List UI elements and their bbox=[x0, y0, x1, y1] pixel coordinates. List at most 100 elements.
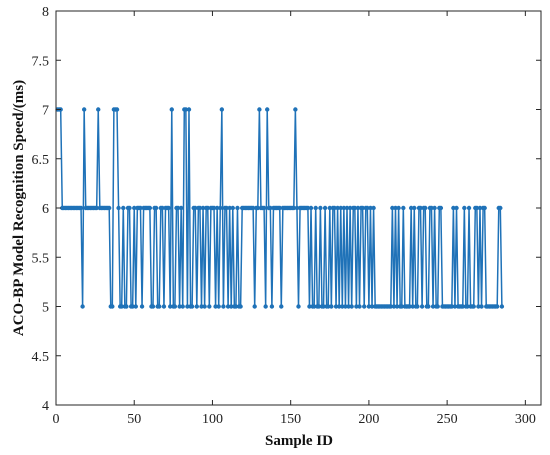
data-point bbox=[318, 205, 323, 211]
data-point bbox=[435, 304, 440, 309]
data-point bbox=[346, 304, 351, 309]
data-point bbox=[250, 205, 256, 211]
data-point bbox=[333, 304, 339, 309]
x-tick-label: 200 bbox=[358, 412, 379, 427]
data-point bbox=[185, 304, 190, 309]
data-point bbox=[365, 205, 370, 211]
data-point bbox=[180, 304, 185, 309]
x-tick-label: 250 bbox=[437, 412, 458, 427]
data-point bbox=[335, 205, 340, 211]
plot-area bbox=[55, 107, 505, 309]
y-axis-title: ACO-BP Model Recognition Speed/(ms) bbox=[11, 80, 27, 336]
data-point bbox=[160, 205, 165, 211]
data-point bbox=[166, 205, 171, 211]
data-point bbox=[410, 304, 415, 309]
data-point bbox=[224, 205, 229, 211]
data-point bbox=[368, 205, 373, 211]
data-point bbox=[357, 304, 362, 309]
data-point bbox=[326, 304, 331, 309]
data-point bbox=[307, 304, 312, 309]
data-point bbox=[499, 304, 505, 309]
data-point bbox=[465, 304, 470, 309]
data-point bbox=[399, 304, 404, 309]
data-point bbox=[355, 205, 361, 211]
data-point bbox=[119, 304, 124, 309]
data-point bbox=[161, 304, 167, 309]
data-point bbox=[175, 205, 181, 211]
data-point bbox=[229, 304, 234, 309]
data-point bbox=[178, 205, 184, 211]
y-tick-label: 8 bbox=[42, 5, 49, 20]
data-point bbox=[216, 304, 221, 309]
data-point bbox=[219, 107, 225, 112]
data-point bbox=[412, 205, 417, 211]
data-point bbox=[110, 304, 115, 309]
data-point bbox=[193, 205, 198, 211]
data-point bbox=[338, 205, 343, 211]
data-point bbox=[466, 205, 472, 211]
data-point bbox=[305, 205, 311, 211]
data-point bbox=[336, 304, 342, 309]
data-point bbox=[157, 304, 162, 309]
data-point bbox=[313, 205, 318, 211]
data-point bbox=[393, 205, 398, 211]
data-point bbox=[252, 304, 257, 309]
x-tick-label: 300 bbox=[515, 412, 536, 427]
data-point bbox=[349, 304, 354, 309]
data-point bbox=[482, 205, 487, 211]
y-tick-label: 6 bbox=[42, 202, 49, 217]
data-point bbox=[474, 205, 480, 211]
data-point bbox=[394, 304, 400, 309]
data-point bbox=[227, 205, 232, 211]
data-point bbox=[265, 107, 270, 112]
data-point bbox=[408, 205, 414, 211]
x-axis-title: Sample ID bbox=[265, 433, 333, 449]
data-point bbox=[343, 304, 348, 309]
data-point bbox=[114, 107, 120, 112]
data-point bbox=[293, 107, 298, 112]
data-point bbox=[186, 107, 192, 112]
data-point bbox=[419, 304, 425, 309]
data-point bbox=[133, 304, 138, 309]
data-point bbox=[121, 205, 126, 211]
data-point bbox=[476, 304, 481, 309]
data-point bbox=[396, 205, 401, 211]
data-point bbox=[255, 205, 261, 211]
data-point bbox=[207, 304, 212, 309]
data-point bbox=[347, 205, 353, 211]
data-point bbox=[296, 304, 301, 309]
data-point bbox=[316, 304, 322, 309]
data-point bbox=[340, 304, 345, 309]
data-point bbox=[390, 205, 395, 211]
data-point bbox=[423, 205, 428, 211]
data-point bbox=[352, 205, 358, 211]
data-point bbox=[418, 205, 423, 211]
data-point bbox=[211, 205, 217, 211]
data-point bbox=[94, 205, 99, 211]
data-point bbox=[225, 304, 231, 309]
data-point bbox=[329, 304, 334, 309]
data-point bbox=[197, 205, 203, 211]
data-point bbox=[238, 304, 243, 309]
data-point bbox=[257, 107, 262, 112]
data-point bbox=[401, 205, 406, 211]
data-point bbox=[199, 304, 204, 309]
data-point bbox=[360, 205, 365, 211]
data-point bbox=[460, 304, 465, 309]
y-tick-label: 4.5 bbox=[32, 350, 50, 365]
data-point bbox=[177, 304, 182, 309]
data-point bbox=[261, 205, 267, 211]
data-point bbox=[308, 205, 314, 211]
data-point bbox=[127, 205, 132, 211]
data-point bbox=[183, 107, 189, 112]
data-point bbox=[415, 304, 420, 309]
data-point bbox=[452, 304, 458, 309]
x-tick-label: 0 bbox=[53, 412, 60, 427]
data-point bbox=[449, 304, 455, 309]
data-point bbox=[168, 304, 173, 309]
y-tick-label: 6.5 bbox=[32, 153, 50, 168]
data-point bbox=[371, 205, 376, 211]
data-point bbox=[498, 205, 503, 211]
data-point bbox=[96, 107, 101, 112]
